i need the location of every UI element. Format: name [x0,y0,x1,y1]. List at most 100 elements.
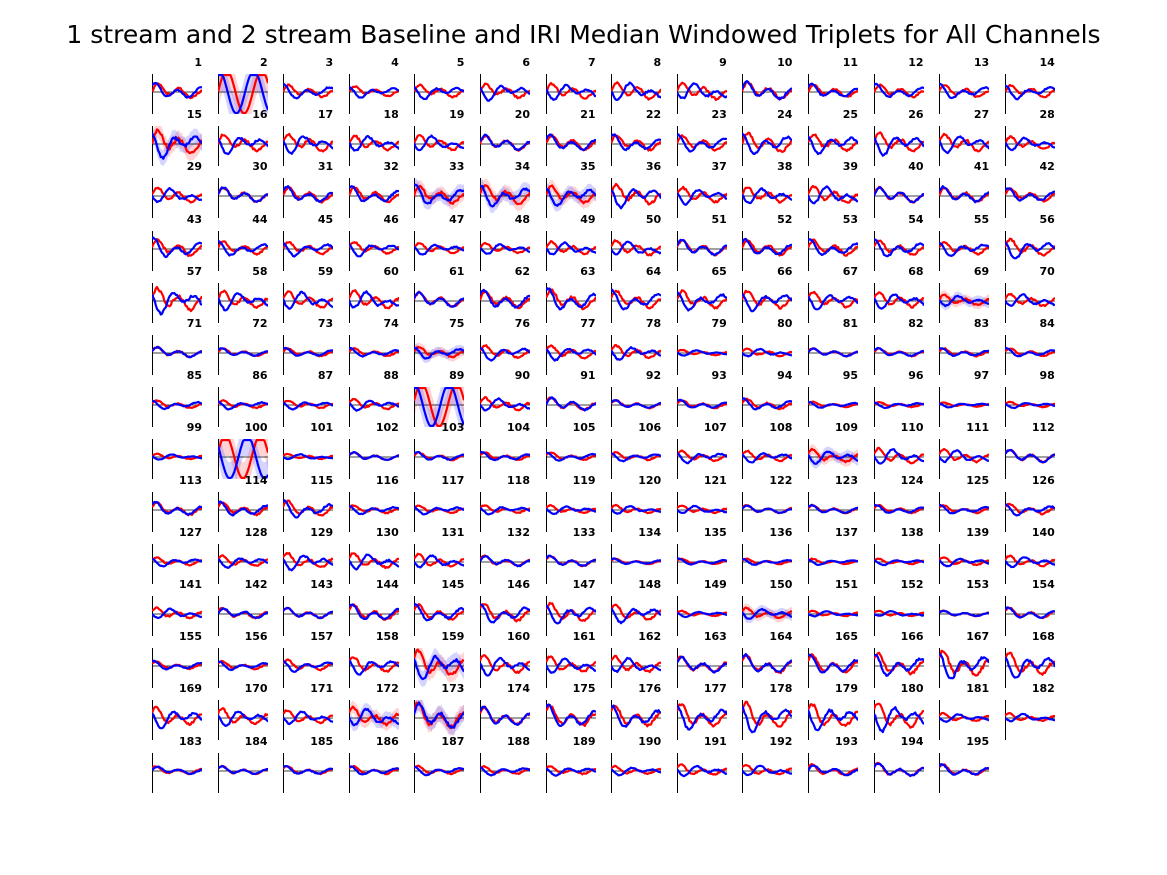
channel-label: 71 [186,317,202,330]
series-2-line [545,766,596,777]
channel-plot [939,282,990,323]
channel-plot [1004,700,1055,741]
channel-plot [414,335,465,375]
series-2-line [545,133,596,152]
channel-label: 192 [769,734,793,748]
series-2-line [676,764,727,777]
channel-label: 127 [179,525,202,539]
channel-plot [283,230,334,271]
channel-panel-56: 56 [1004,214,1055,271]
channel-plot [545,230,596,271]
channel-panel-130: 130 [348,525,399,584]
channel-panel-1: 1 [152,57,202,114]
channel-label: 159 [441,630,465,644]
channel-plot [283,752,334,793]
channel-panel-51: 51 [676,214,727,271]
channel-plot [742,178,793,219]
series-2-line [217,186,268,204]
series-2-line [414,290,465,308]
channel-label: 124 [900,473,924,487]
channel-panel-39: 39 [808,161,858,219]
channel-label: 30 [252,160,268,174]
channel-label: 74 [383,317,399,330]
channel-label: 195 [966,734,990,748]
channel-panel-181: 181 [939,683,990,741]
channel-plot [152,648,202,689]
series-2-line [414,554,465,569]
channel-plot [152,596,202,636]
channel-plot [1004,596,1055,636]
series-2-line [480,242,530,255]
series-2-line [348,289,399,309]
series-2-line [808,347,858,358]
channel-plot [545,491,596,532]
channel-panel-101: 101 [283,422,334,480]
channel-label: 84 [1039,317,1055,330]
channel-panel-91: 91 [545,370,596,428]
channel-panel-162: 162 [611,631,662,689]
channel-label: 87 [317,369,334,383]
series-2-line [611,766,662,777]
channel-label: 45 [317,212,334,226]
channel-panel-126: 126 [1004,475,1055,532]
channel-label: 52 [777,212,793,226]
channel-plot [676,648,727,689]
channel-label: 12 [908,56,924,69]
channel-panel-166: 166 [873,631,924,689]
channel-label: 35 [580,160,596,174]
channel-panel-54: 54 [873,214,924,271]
series-2-line [217,239,268,257]
channel-panel-145: 145 [414,579,465,636]
channel-panel-189: 189 [545,736,596,793]
channel-plot [152,700,202,741]
channel-panel-10: 10 [742,56,793,114]
channel-panel-26: 26 [873,109,924,167]
series-2-line [480,451,530,462]
channel-label: 130 [375,525,399,539]
channel-panel-67: 67 [808,266,858,323]
channel-panel-29: 29 [152,161,202,219]
channel-plot [217,439,268,480]
channel-label: 10 [777,56,793,69]
channel-plot [1004,543,1055,584]
series-1-line [676,504,727,514]
channel-plot [480,648,530,689]
series-1-line [152,285,202,312]
series-2-line [480,185,530,208]
series-2-line [480,505,530,516]
channel-panel-118: 118 [480,475,530,532]
series-2-line [873,293,924,310]
channel-plot [480,543,530,584]
channel-plot [152,178,202,219]
series-2-line [414,765,465,776]
series-2-line [939,402,990,409]
channel-plot [742,596,793,636]
channel-label: 13 [973,56,990,69]
series-2-line [742,187,793,205]
series-2-line [873,136,924,157]
channel-panel-96: 96 [873,370,924,428]
channel-plot [348,178,399,219]
series-2-line [611,656,662,674]
channel-plot [283,596,334,636]
channel-plot [873,387,924,428]
series-2-line [152,187,202,204]
channel-label: 177 [703,682,727,696]
series-2-line [939,609,990,618]
channel-plot [611,700,662,741]
series-2-line [414,654,465,681]
channel-panel-176: 176 [611,683,662,741]
series-2-line [152,81,202,99]
series-2-line [808,82,858,98]
channel-label: 160 [507,630,530,644]
series-2-line [873,610,924,617]
series-2-line [217,137,268,156]
series-2-line [808,610,858,618]
channel-label: 22 [645,108,662,122]
series-2-line [676,504,727,514]
channel-panel-149: 149 [676,579,727,636]
channel-label: 148 [638,578,662,591]
channel-label: 55 [973,212,990,226]
channel-panel-36: 36 [611,161,662,219]
channel-plot [939,230,990,271]
